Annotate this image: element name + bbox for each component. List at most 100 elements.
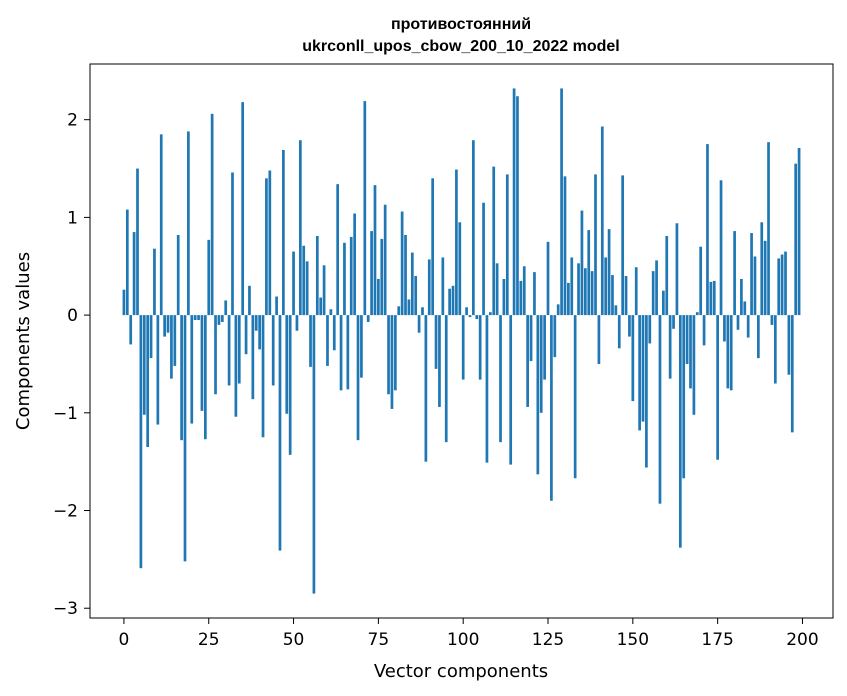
bar bbox=[417, 315, 421, 333]
bar bbox=[784, 251, 787, 316]
bar bbox=[319, 297, 323, 316]
bar bbox=[156, 315, 160, 425]
bar bbox=[248, 285, 251, 316]
bar bbox=[719, 180, 723, 316]
bar bbox=[658, 315, 662, 504]
bar bbox=[614, 305, 618, 316]
bar bbox=[573, 315, 577, 479]
bar bbox=[770, 315, 774, 325]
bar bbox=[387, 315, 390, 395]
y-axis-ticks: −3 −2 −1 0 1 2 bbox=[53, 111, 90, 619]
bar bbox=[522, 266, 526, 316]
bar bbox=[190, 315, 194, 424]
bar bbox=[234, 315, 238, 417]
x-tick-label: 150 bbox=[617, 630, 649, 650]
bar bbox=[611, 275, 614, 316]
bar bbox=[645, 315, 648, 468]
bar bbox=[590, 271, 594, 316]
bar bbox=[431, 178, 435, 316]
bar bbox=[746, 315, 750, 338]
bar bbox=[163, 315, 166, 337]
bar bbox=[210, 113, 214, 316]
bar bbox=[438, 315, 441, 407]
x-tick-label: 0 bbox=[119, 630, 130, 650]
bar bbox=[662, 290, 665, 316]
bar bbox=[516, 96, 519, 316]
x-tick-label: 75 bbox=[368, 630, 390, 650]
bar bbox=[583, 268, 587, 316]
bar bbox=[407, 299, 411, 316]
bar bbox=[237, 315, 241, 384]
bar bbox=[268, 170, 272, 316]
bar bbox=[149, 315, 153, 359]
bar bbox=[570, 257, 574, 316]
bar bbox=[726, 315, 730, 389]
bar bbox=[261, 315, 265, 438]
bar bbox=[553, 315, 557, 358]
bar bbox=[773, 315, 777, 384]
bar bbox=[220, 315, 224, 322]
bar bbox=[288, 315, 292, 455]
bar bbox=[448, 288, 451, 316]
bar bbox=[624, 276, 628, 316]
bar bbox=[275, 296, 278, 316]
y-tick-label: −3 bbox=[53, 599, 78, 619]
y-tick-label: 2 bbox=[67, 111, 78, 131]
bar bbox=[709, 281, 713, 316]
bar bbox=[458, 222, 462, 316]
bars-group bbox=[122, 88, 801, 594]
bar bbox=[132, 232, 136, 316]
bar bbox=[797, 148, 801, 316]
bar bbox=[753, 256, 757, 316]
bar bbox=[740, 278, 743, 316]
bar bbox=[699, 246, 703, 316]
bar bbox=[689, 315, 692, 389]
bar bbox=[468, 315, 472, 318]
bar bbox=[519, 280, 523, 316]
bar bbox=[787, 315, 791, 375]
x-axis-ticks: 0 25 50 75 100 125 150 175 200 bbox=[119, 618, 819, 650]
bar bbox=[414, 276, 418, 316]
bar bbox=[488, 312, 492, 316]
bar bbox=[193, 315, 197, 320]
bar bbox=[166, 315, 170, 333]
bar bbox=[485, 315, 489, 463]
bar bbox=[621, 175, 625, 316]
bar bbox=[421, 307, 424, 316]
bar bbox=[397, 306, 401, 316]
bar bbox=[641, 315, 645, 422]
bar bbox=[241, 102, 245, 316]
bar bbox=[539, 315, 543, 413]
bar bbox=[231, 172, 234, 316]
bar bbox=[509, 315, 513, 465]
bar bbox=[695, 312, 699, 316]
bar bbox=[757, 315, 760, 359]
bar bbox=[743, 301, 747, 316]
chart-title: противостоянний bbox=[391, 16, 531, 33]
bar bbox=[441, 257, 445, 316]
bar bbox=[302, 245, 306, 316]
bar bbox=[271, 315, 275, 386]
bar bbox=[512, 88, 516, 316]
bar bbox=[567, 282, 570, 316]
x-tick-label: 25 bbox=[198, 630, 220, 650]
bar bbox=[475, 315, 479, 320]
bar bbox=[580, 210, 584, 316]
bar bbox=[465, 307, 468, 316]
bar bbox=[597, 315, 601, 364]
y-axis-label: Components values bbox=[13, 252, 34, 430]
bar bbox=[214, 315, 217, 395]
bar bbox=[685, 315, 689, 364]
bar bbox=[170, 315, 173, 379]
bar bbox=[251, 315, 255, 400]
bar bbox=[203, 315, 207, 440]
bar bbox=[760, 222, 764, 316]
bar bbox=[455, 169, 458, 316]
bar bbox=[400, 211, 404, 316]
bar bbox=[278, 315, 282, 551]
bar bbox=[258, 315, 261, 350]
bar bbox=[560, 88, 563, 316]
x-tick-label: 200 bbox=[786, 630, 818, 650]
bar bbox=[370, 231, 373, 316]
bar bbox=[628, 315, 631, 337]
